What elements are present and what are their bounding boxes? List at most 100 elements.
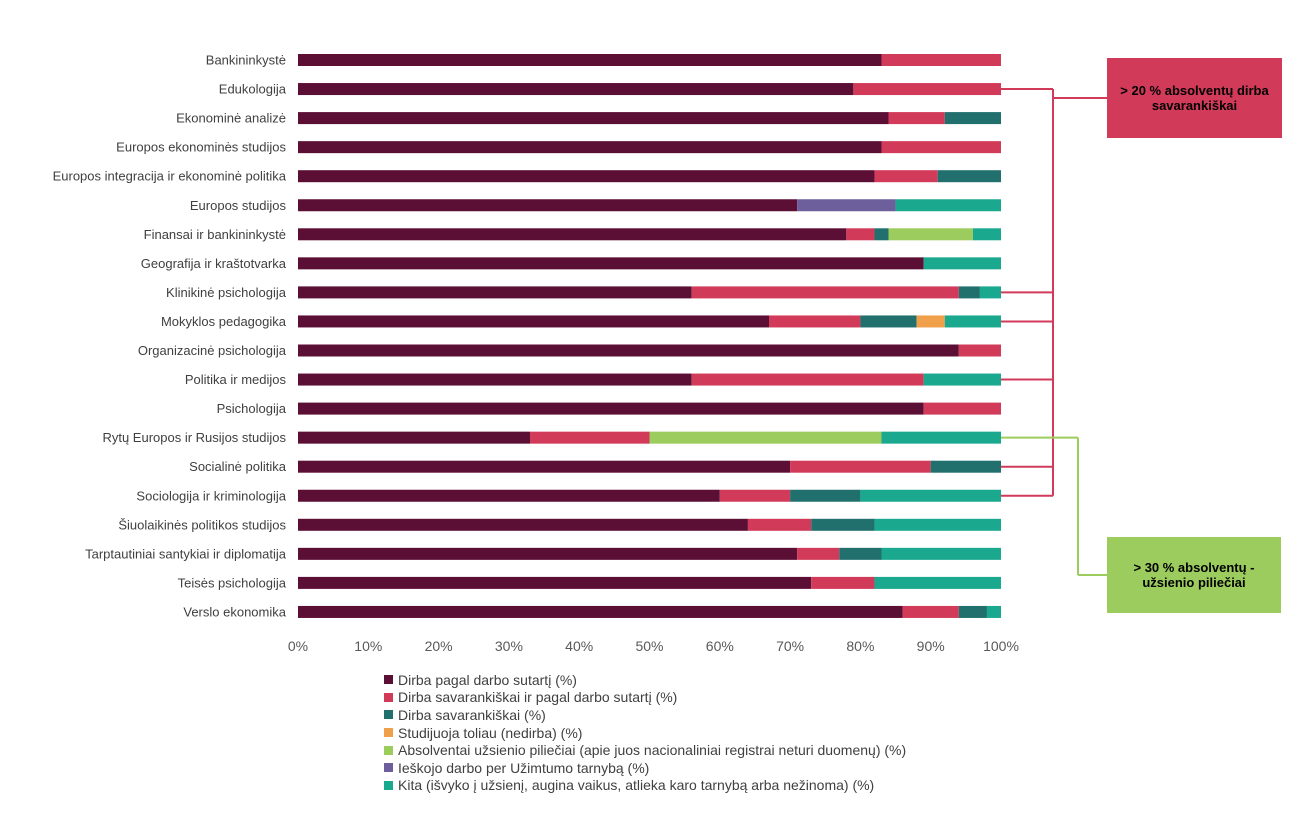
category-label: Edukologija (219, 82, 287, 97)
bar-klinikine-psichologija-series-7 (979, 286, 1001, 299)
bar-politika-ir-medijos-series-2 (691, 373, 924, 386)
x-tick-label: 100% (983, 638, 1019, 654)
legend-label: Studijuoja toliau (nedirba) (%) (398, 724, 583, 741)
bar-ekonomine-analize-series-2 (888, 112, 945, 125)
bar-psichologija-series-2 (923, 402, 1001, 415)
x-tick-label: 30% (495, 638, 523, 654)
bar-teises-psichologija-series-7 (874, 576, 1001, 589)
category-label: Socialinė politika (189, 459, 287, 474)
legend-swatch (384, 745, 393, 755)
category-label: Europos ekonominės studijos (116, 140, 286, 155)
legend-label: Ieškojo darbo per Užimtumo tarnybą (%) (398, 759, 650, 776)
bar-tarptautiniai-santykiai-ir-diplomatija-series-2 (797, 547, 840, 560)
bar-teises-psichologija-series-2 (811, 576, 875, 589)
bar-ekonomine-analize-series-1 (298, 112, 889, 125)
category-labels: Bankininkystė Edukologija Ekonominė analiz… (53, 53, 287, 620)
bar-verslo-ekonomika-series-1 (298, 605, 903, 618)
x-tick-label: 60% (706, 638, 734, 654)
legend-item-4: Studijuoja toliau (nedirba) (%) (384, 724, 906, 742)
bar-siuolaikines-politikos-studijos-series-7 (874, 518, 1001, 531)
bar-politika-ir-medijos-series-1 (298, 373, 692, 386)
bar-europos-integracija-ir-ekonomine-politika-series-2 (874, 170, 938, 183)
bar-verslo-ekonomika-series-7 (986, 605, 1001, 618)
bar-mokyklos-pedagogika-series-1 (298, 315, 770, 328)
callout-foreign-citizens: > 30 % absolventų - užsienio piliečiai (1107, 537, 1281, 613)
bar-socialine-politika-series-1 (298, 460, 791, 473)
category-label: Rytų Europos ir Rusijos studijos (102, 430, 286, 445)
bar-bankininkyste-series-1 (298, 54, 882, 66)
bar-tarptautiniai-santykiai-ir-diplomatija-series-1 (298, 547, 798, 560)
category-label: Bankininkystė (206, 53, 286, 68)
category-label: Šiuolaikinės politikos studijos (118, 517, 286, 532)
callout-self-employed-text: > 20 % absolventų dirba savarankiškai (1120, 83, 1269, 113)
legend-swatch (384, 692, 393, 702)
bar-europos-studijos-series-1 (298, 199, 798, 212)
legend-item-6: Ieškojo darbo per Užimtumo tarnybą (%) (384, 759, 906, 777)
bar-organizacine-psichologija-series-1 (298, 344, 959, 357)
legend-item-3: Dirba savarankiškai (%) (384, 706, 906, 724)
x-tick-label: 40% (565, 638, 593, 654)
bar-europos-integracija-ir-ekonomine-politika-series-3 (937, 170, 1001, 183)
bar-tarptautiniai-santykiai-ir-diplomatija-series-7 (881, 547, 1001, 560)
legend-label: Dirba pagal darbo sutartį (%) (398, 671, 577, 688)
legend-item-1: Dirba pagal darbo sutartį (%) (384, 671, 906, 689)
bar-socialine-politika-series-3 (930, 460, 1001, 473)
x-tick-label: 70% (776, 638, 804, 654)
legend-swatch (384, 728, 393, 738)
category-label: Mokyklos pedagogika (161, 314, 287, 329)
category-label: Geografija ir kraštotvarka (141, 256, 287, 271)
bar-europos-ekonomines-studijos-series-2 (881, 141, 1001, 154)
bar-teises-psichologija-series-1 (298, 576, 812, 589)
legend-item-2: Dirba savarankiškai ir pagal darbo sutar… (384, 689, 906, 707)
bar-sociologija-ir-kriminologija-series-1 (298, 489, 720, 502)
legend-label: Dirba savarankiškai ir pagal darbo sutar… (398, 689, 678, 706)
x-tick-label: 0% (288, 638, 308, 654)
bar-rytu-europos-ir-rusijos-studijos-series-7 (881, 431, 1001, 444)
bar-edukologija-series-2 (853, 83, 1001, 96)
category-label: Verslo ekonomika (183, 604, 286, 619)
category-label: Teisės psichologija (178, 575, 287, 590)
bar-finansai-ir-bankininkyste-series-3 (874, 228, 889, 241)
bar-sociologija-ir-kriminologija-series-2 (719, 489, 791, 502)
category-label: Psichologija (217, 401, 287, 416)
legend-item-5: Absolventai užsienio piliečiai (apie juo… (384, 741, 906, 759)
bar-finansai-ir-bankininkyste-series-7 (972, 228, 1001, 241)
bar-finansai-ir-bankininkyste-series-5 (888, 228, 973, 241)
bar-sociologija-ir-kriminologija-series-7 (860, 489, 1001, 502)
bar-europos-integracija-ir-ekonomine-politika-series-1 (298, 170, 875, 183)
category-label: Europos studijos (190, 198, 287, 213)
bar-verslo-ekonomika-series-3 (958, 605, 987, 618)
x-tick-label: 10% (354, 638, 382, 654)
bar-europos-studijos-series-7 (895, 199, 1001, 212)
bars-layer (298, 54, 1001, 618)
bar-mokyklos-pedagogika-series-7 (944, 315, 1001, 328)
bar-sociologija-ir-kriminologija-series-3 (790, 489, 861, 502)
category-label: Europos integracija ir ekonominė politik… (53, 169, 287, 184)
bar-bankininkyste-series-2 (881, 54, 1001, 66)
callout-foreign-citizens-text: > 30 % absolventų - užsienio piliečiai (1133, 560, 1255, 590)
bar-socialine-politika-series-2 (790, 460, 931, 473)
legend-swatch (384, 780, 393, 790)
legend-item-7: Kita (išvyko į užsienį, augina vaikus, a… (384, 777, 906, 795)
bar-klinikine-psichologija-series-1 (298, 286, 692, 299)
bar-psichologija-series-1 (298, 402, 924, 415)
bar-siuolaikines-politikos-studijos-series-3 (811, 518, 875, 531)
legend-swatch (384, 710, 393, 720)
legend-label: Kita (išvyko į užsienį, augina vaikus, a… (398, 777, 875, 794)
bar-ekonomine-analize-series-3 (944, 112, 1001, 125)
legend-swatch (384, 675, 393, 685)
bar-siuolaikines-politikos-studijos-series-1 (298, 518, 748, 531)
legend-swatch (384, 763, 393, 773)
bar-tarptautiniai-santykiai-ir-diplomatija-series-3 (839, 547, 882, 560)
x-tick-label: 50% (635, 638, 663, 654)
bar-klinikine-psichologija-series-3 (958, 286, 980, 299)
x-tick-label: 80% (846, 638, 874, 654)
bar-edukologija-series-1 (298, 83, 854, 96)
bar-politika-ir-medijos-series-7 (923, 373, 1001, 386)
category-label: Politika ir medijos (185, 372, 287, 387)
bar-klinikine-psichologija-series-2 (691, 286, 959, 299)
x-tick-labels: 0% 10% 20% 30% 40% 50% 60% 70% 80% 90% 100% (288, 638, 1019, 654)
bar-mokyklos-pedagogika-series-3 (860, 315, 917, 328)
category-label: Ekonominė analizė (176, 111, 286, 126)
